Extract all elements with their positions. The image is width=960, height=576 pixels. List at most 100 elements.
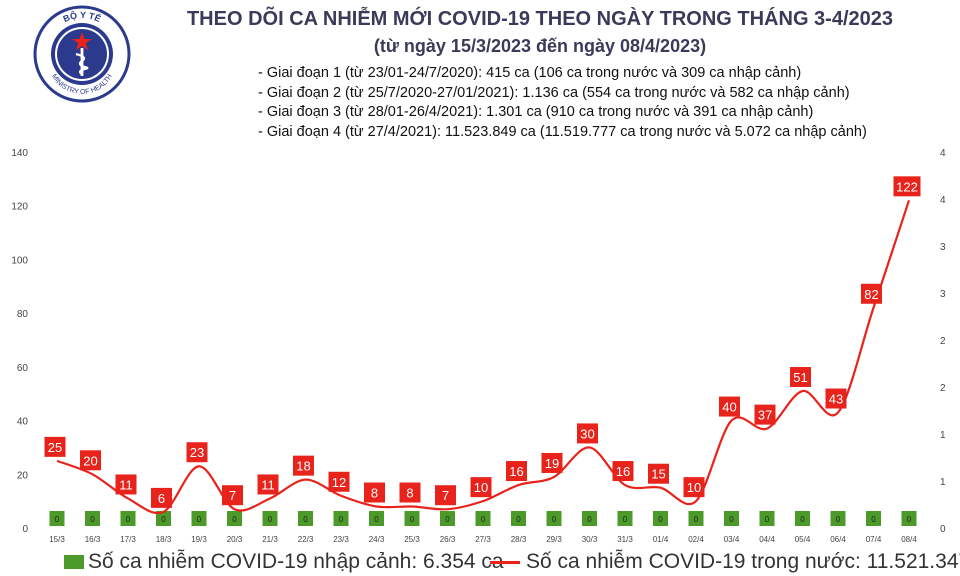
line-data-labels: 25 20 11 6 23 7 11 18 12 8 8 7 10 16 19 30 16 15 10 40 37 51 4… [44, 176, 921, 508]
data-label-box [506, 461, 527, 482]
line-data-label: 11 [115, 474, 137, 495]
x-tick-label: 06/4 [830, 535, 846, 544]
stage-1-summary: - Giai đoạn 1 (từ 23/01-24/7/2020): 415 … [258, 65, 802, 81]
bar-mark [404, 511, 420, 526]
data-label-value: 10 [687, 480, 701, 495]
data-label-value: 10 [474, 480, 488, 495]
line-data-label: 43 [825, 388, 847, 409]
bar-mark [120, 511, 136, 526]
bar-value-label: 0 [587, 515, 592, 524]
bar-value-label: 0 [197, 515, 202, 524]
x-tick-label: 03/4 [724, 535, 740, 544]
data-label-box [541, 452, 563, 473]
bar-value-label: 0 [765, 515, 770, 524]
data-label-box [44, 436, 66, 457]
data-label-value: 8 [406, 486, 413, 501]
data-label-value: 6 [158, 491, 165, 506]
bar-value-label: 0 [410, 515, 415, 524]
y-tick-left: 0 [22, 524, 28, 535]
x-tick-label: 16/3 [85, 535, 101, 544]
data-label-box [612, 461, 634, 482]
bar-mark [653, 511, 668, 526]
data-label-value: 7 [442, 488, 449, 503]
data-label-value: 43 [829, 392, 843, 407]
x-tick-label: 22/3 [298, 535, 314, 544]
line-data-label: 11 [257, 474, 279, 495]
bar-value-label: 0 [303, 515, 308, 524]
bar-value-label: 0 [445, 515, 450, 524]
bar-mark [298, 511, 313, 526]
bar-value-label: 0 [907, 515, 912, 524]
y-axis-right: 0 1 1 2 2 3 3 4 4 [940, 148, 946, 535]
y-tick-right: 1 [940, 430, 946, 441]
bar-mark [795, 511, 810, 526]
y-tick-left: 40 [17, 417, 29, 428]
legend-item-imported: Số ca nhiễm COVID-19 nhập cảnh: 6.354 ca [64, 550, 504, 574]
legend-label-imported: Số ca nhiễm COVID-19 nhập cảnh: 6.354 ca [88, 550, 504, 573]
x-tick-label: 19/3 [191, 535, 207, 544]
y-tick-right: 3 [940, 289, 946, 300]
line-data-label: 25 [44, 436, 66, 457]
data-label-value: 11 [261, 477, 275, 492]
data-label-value: 12 [332, 475, 346, 490]
line-data-label: 10 [683, 477, 705, 498]
bar-value-label: 0 [339, 515, 344, 524]
bar-mark [156, 511, 171, 526]
line-data-label: 7 [435, 485, 456, 506]
data-label-box [222, 485, 243, 506]
x-tick-label: 24/3 [369, 535, 385, 544]
line-data-label: 122 [893, 176, 921, 197]
x-tick-label: 17/3 [120, 535, 136, 544]
x-tick-label: 29/3 [546, 535, 562, 544]
data-label-box [80, 450, 101, 471]
bar-value-label: 0 [658, 515, 663, 524]
x-tick-label: 15/3 [49, 535, 65, 544]
svg-text:BỘ Y TẾ: BỘ Y TẾ [62, 9, 103, 24]
bar-value-label: 0 [161, 515, 166, 524]
data-label-box [186, 442, 208, 463]
bar-value-label: 0 [836, 515, 841, 524]
data-label-value: 18 [296, 459, 310, 474]
data-label-box [399, 482, 421, 503]
y-tick-left: 80 [17, 309, 29, 320]
line-data-label: 51 [790, 367, 811, 388]
bar-mark [617, 511, 633, 526]
line-data-label: 16 [506, 461, 527, 482]
line-data-label: 82 [861, 283, 882, 304]
x-tick-label: 25/3 [404, 535, 420, 544]
data-label-value: 16 [616, 464, 630, 479]
bar-mark [475, 511, 491, 526]
data-label-value: 37 [758, 408, 772, 423]
bar-mark [582, 511, 597, 526]
line-data-label: 23 [186, 442, 208, 463]
data-label-value: 20 [83, 453, 97, 468]
x-tick-label: 18/3 [156, 535, 172, 544]
data-label-box [328, 471, 350, 492]
line-data-label: 30 [577, 423, 598, 444]
x-tick-label: 08/4 [901, 535, 917, 544]
bar-mark [85, 511, 100, 526]
data-label-value: 19 [545, 456, 559, 471]
data-label-box [577, 423, 598, 444]
data-label-box [683, 477, 705, 498]
x-tick-label: 02/4 [688, 535, 704, 544]
x-tick-label: 30/3 [582, 535, 598, 544]
bar-mark [759, 511, 775, 526]
y-tick-right: 2 [940, 336, 946, 347]
x-tick-label: 20/3 [227, 535, 243, 544]
y-tick-left: 20 [17, 470, 29, 481]
data-label-box [861, 283, 882, 304]
y-axis-left: 0 20 40 60 80 100 120 140 [11, 148, 28, 535]
bar-value-label: 0 [871, 515, 876, 524]
bar-value-label: 0 [729, 515, 734, 524]
data-label-box [364, 482, 385, 503]
bar-mark [191, 511, 207, 526]
line-series-path [56, 199, 911, 515]
stage-4-summary: - Giai đoạn 4 (từ 27/4/2021): 11.523.849… [258, 123, 867, 140]
bar-mark [333, 511, 349, 526]
y-tick-right: 0 [940, 524, 946, 535]
x-tick-label: 23/3 [333, 535, 349, 544]
data-label-box [257, 474, 279, 495]
data-label-value: 122 [896, 179, 918, 194]
